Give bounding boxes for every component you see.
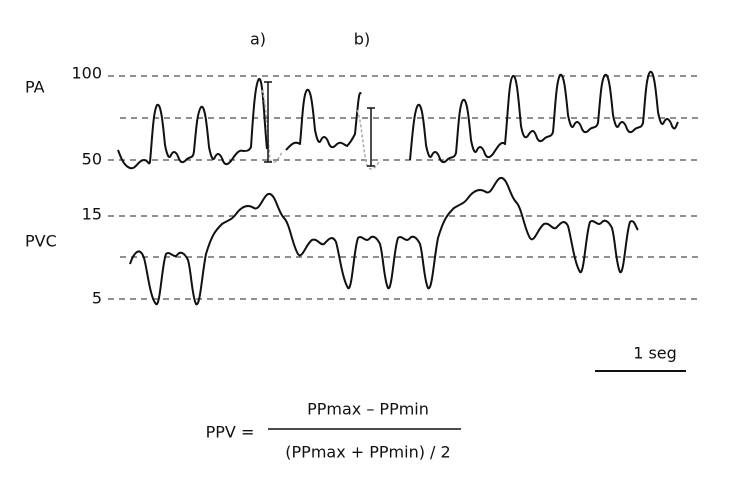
pa-trace [117,70,679,170]
pvc-label: PVC [25,232,57,251]
scale-label: 1 seg [633,344,677,363]
formula-lhs: PPV = [206,423,255,442]
tick-label: 5 [92,289,102,308]
pa-gray [261,89,380,170]
pa-label: PA [25,78,45,97]
label-b: b) [354,30,370,49]
formula-denominator: (PPmax + PPmin) / 2 [285,443,450,462]
tick-label: 15 [82,205,102,224]
pvc-trace [129,176,639,306]
formula-numerator: PPmax – PPmin [307,400,429,419]
tick-label: 50 [82,150,102,169]
label-a: a) [250,30,266,49]
tick-label: 100 [71,64,102,83]
